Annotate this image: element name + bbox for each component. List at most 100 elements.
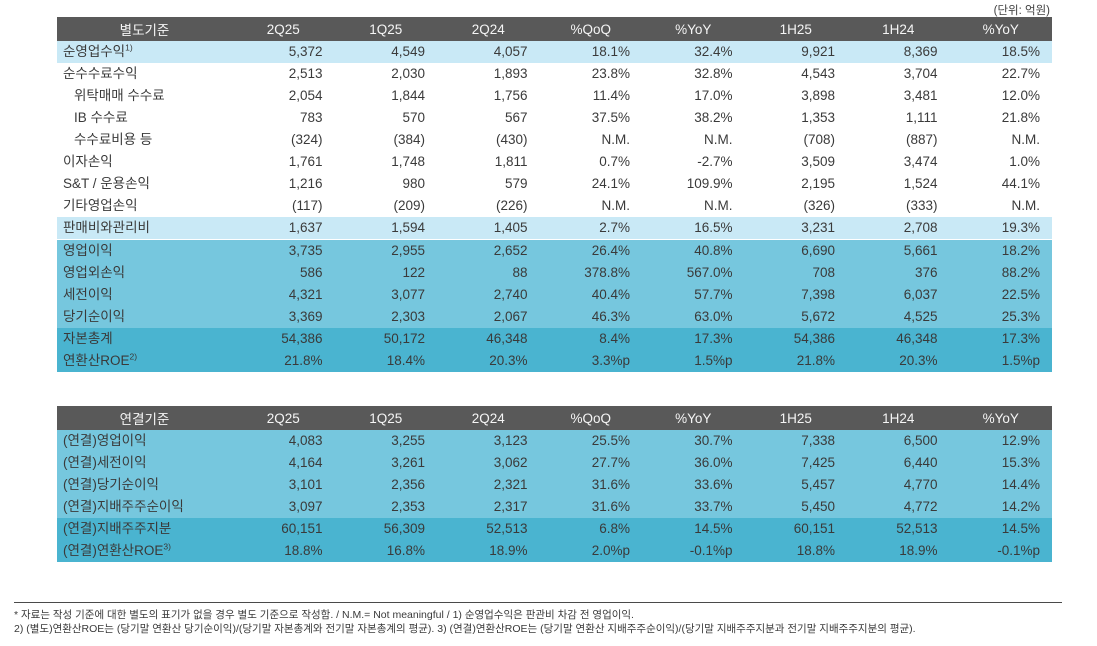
cell-value: (209) (393, 198, 425, 213)
cell-value: 6,500 (903, 433, 938, 448)
cell-value: 14.4% (1001, 477, 1040, 492)
column-header: 1Q25 (334, 17, 437, 41)
cell-value: 1.5%p (694, 353, 733, 368)
cell-value: 3,898 (801, 88, 835, 103)
cell-value: 14.2% (1001, 499, 1040, 514)
table-row: (연결)지배주주순이익 3,097 2,353 2,317 31.6% 33.7% 5,45… (57, 496, 1052, 518)
cell-value: 54,386 (793, 331, 835, 346)
column-header: 2Q25 (232, 406, 335, 430)
column-header: 2Q25 (232, 17, 335, 41)
cell-value: 1,216 (288, 176, 323, 191)
row-label: (연결)영업이익 (63, 433, 147, 448)
table-row: 기타영업손익 (117) (209) (226) N.M. N.M. (326) (333) N… (57, 195, 1052, 217)
cell-value: 3,101 (288, 477, 323, 492)
cell-value: 18.2% (1001, 243, 1040, 258)
row-label: 영업이익 (63, 243, 113, 258)
column-header: %YoY (642, 17, 745, 41)
table-row: (연결)영업이익 4,083 3,255 3,123 25.5% 30.7% 7,338 6,… (57, 430, 1052, 452)
cell-value: 2,356 (391, 477, 425, 492)
cell-value: N.M. (601, 198, 631, 213)
cell-value: 2,030 (391, 66, 425, 81)
cell-value: 2,513 (288, 66, 323, 81)
cell-value: 40.8% (694, 243, 733, 258)
cell-value: 22.7% (1001, 66, 1040, 81)
row-label: 이자손익 (63, 154, 113, 169)
cell-value: 25.3% (1001, 309, 1040, 324)
table-row: 수수료비용 등 (324) (384) (430) N.M. N.M. (708) (887)… (57, 129, 1052, 151)
cell-value: 60,151 (281, 521, 323, 536)
cell-value: 1,111 (905, 110, 938, 125)
column-header: %YoY (642, 406, 745, 430)
cell-value: (117) (291, 198, 323, 213)
table-row: (연결)당기순이익 3,101 2,356 2,321 31.6% 33.6% 5,457 4… (57, 474, 1052, 496)
cell-value: 3,481 (903, 88, 938, 103)
cell-value: 21.8% (284, 353, 323, 368)
footnote-ref: 1) (125, 42, 133, 53)
cell-value: 14.5% (1001, 521, 1040, 536)
cell-value: 18.9% (489, 543, 528, 558)
cell-value: (430) (495, 132, 528, 147)
cell-value: 21.8% (1001, 110, 1040, 125)
cell-value: 7,425 (801, 455, 835, 470)
row-label: 수수료비용 등 (74, 132, 153, 147)
cell-value: 18.5% (1001, 44, 1040, 59)
cell-value: 23.8% (591, 66, 630, 81)
cell-value: 88 (512, 265, 528, 280)
cell-value: 57.7% (694, 287, 733, 302)
cell-value: 3,255 (391, 433, 425, 448)
row-label: 기타영업손익 (63, 198, 138, 213)
column-header: %QoQ (539, 17, 642, 41)
cell-value: 54,386 (281, 331, 323, 346)
cell-value: 52,513 (486, 521, 528, 536)
cell-value: 9,921 (801, 44, 835, 59)
cell-value: 570 (402, 110, 425, 125)
cell-value: 7,398 (801, 287, 835, 302)
table-row: (연결)지배주주지분 60,151 56,309 52,513 6.8% 14.5% 60,… (57, 518, 1052, 540)
cell-value: 6.8% (599, 521, 630, 536)
cell-value: 586 (299, 265, 323, 280)
cell-value: 3,704 (903, 66, 938, 81)
table-row: 자본총계 54,386 50,172 46,348 8.4% 17.3% 54,386 46,… (57, 328, 1052, 350)
cell-value: 18.1% (591, 44, 630, 59)
cell-value: 6,440 (903, 455, 938, 470)
cell-value: 378.8% (584, 265, 630, 280)
row-label: IB 수수료 (74, 110, 128, 125)
cell-value: 18.8% (284, 543, 323, 558)
cell-value: 24.1% (591, 176, 630, 191)
cell-value: 18.8% (796, 543, 835, 558)
footnote-line-1: * 자료는 작성 기준에 대한 별도의 표기가 없을 경우 별도 기준으로 작성… (14, 609, 634, 621)
cell-value: (324) (290, 132, 323, 147)
cell-value: 17.3% (1001, 331, 1040, 346)
cell-value: 3,077 (391, 287, 425, 302)
cell-value: 4,549 (391, 44, 425, 59)
header-row: 연결기준 2Q25 1Q25 2Q24 %QoQ %YoY 1H25 1H24 %YoY (57, 406, 1052, 430)
cell-value: 17.3% (694, 331, 733, 346)
cell-value: 2,652 (493, 243, 528, 258)
cell-value: 2,708 (903, 220, 938, 235)
cell-value: -0.1%p (689, 543, 733, 558)
table-row: IB 수수료 783 570 567 37.5% 38.2% 1,353 1,111 21.8% (57, 107, 1052, 129)
cell-value: 3,369 (288, 309, 323, 324)
cell-value: 63.0% (694, 309, 733, 324)
cell-value: 109.9% (686, 176, 733, 191)
cell-value: 4,321 (288, 287, 323, 302)
cell-value: 2,054 (288, 88, 323, 103)
table-row: 이자손익 1,761 1,748 1,811 0.7% -2.7% 3,509 3,474 1.… (57, 151, 1052, 173)
cell-value: 3,062 (493, 455, 528, 470)
cell-value: 1,811 (494, 154, 528, 169)
table-row: 영업이익 3,735 2,955 2,652 26.4% 40.8% 6,690 5,661 1… (57, 239, 1052, 262)
row-label: (연결)연환산ROE3) (63, 541, 171, 558)
cell-value: 6,690 (801, 243, 835, 258)
cell-value: 5,672 (801, 309, 835, 324)
cell-value: 567 (504, 110, 528, 125)
cell-value: 8.4% (599, 331, 630, 346)
cell-value: 2,195 (801, 176, 835, 191)
cell-value: (708) (803, 132, 835, 147)
cell-value: 52,513 (896, 521, 938, 536)
footnote-ref: 3) (163, 541, 171, 552)
cell-value: 2.7% (599, 220, 630, 235)
cell-value: 46.3% (591, 309, 630, 324)
cell-value: 33.7% (694, 499, 733, 514)
cell-value: 5,372 (288, 44, 323, 59)
cell-value: 8,369 (903, 44, 938, 59)
